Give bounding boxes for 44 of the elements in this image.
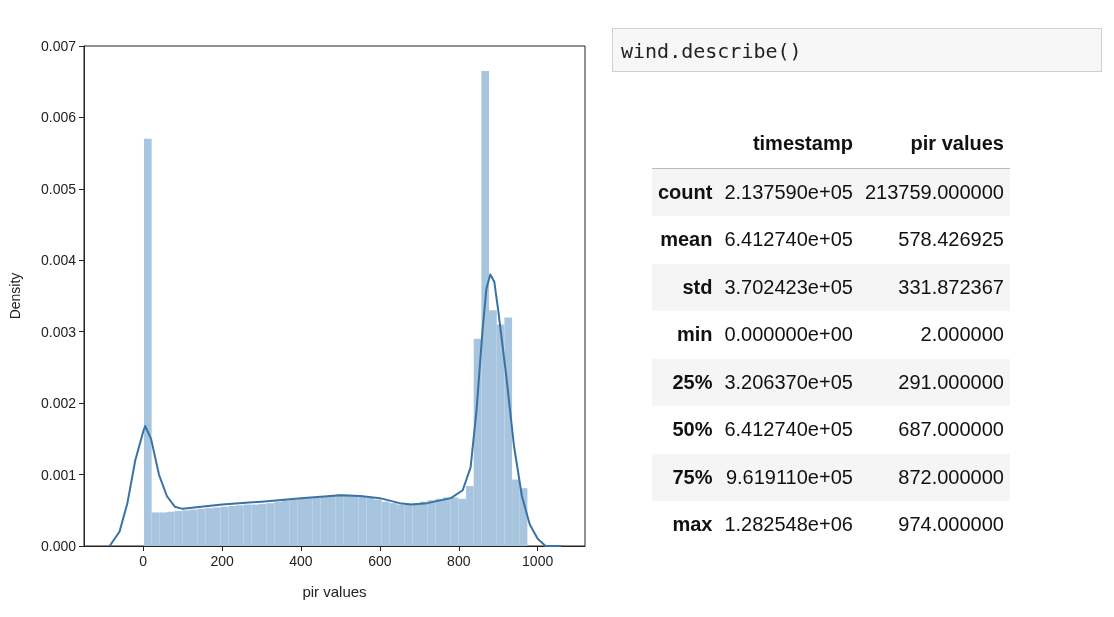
- text: 3.206370e+05: [724, 370, 853, 393]
- line-series: [108, 273, 563, 547]
- y-tick-label: 0.003: [40, 323, 77, 340]
- y-axis-title: Density: [7, 272, 23, 320]
- y-tick-label: 0.005: [40, 180, 77, 197]
- text: 578.426925: [898, 228, 1004, 251]
- x-tick-label: 1000: [522, 553, 554, 569]
- text: 291.000000: [898, 370, 1004, 393]
- category-label: mean: [660, 228, 713, 251]
- text: 9.619110e+05: [725, 465, 853, 488]
- text: 331.872367: [898, 275, 1004, 298]
- text: 687.000000: [898, 418, 1004, 441]
- x-tick-label: 0: [139, 553, 148, 569]
- text: 6.412740e+05: [724, 418, 853, 441]
- x-tick-label: 800: [447, 553, 471, 569]
- category-label: 50%: [672, 418, 713, 441]
- text: 872.000000: [898, 465, 1004, 488]
- category-label: count: [658, 180, 713, 203]
- category-label: timestamp: [718, 120, 859, 168]
- x-tick-label: 600: [368, 553, 392, 569]
- text: 2.137590e+05: [724, 180, 853, 203]
- category-label: 25%: [672, 370, 713, 393]
- category-label: max: [672, 513, 713, 536]
- text: 1.282548e+06: [724, 513, 853, 536]
- category-label: 75%: [672, 465, 713, 488]
- text: 6.412740e+05: [724, 228, 853, 251]
- text: 3.702423e+05: [724, 275, 853, 298]
- text: 0.000000e+00: [724, 323, 853, 346]
- x-tick-label: 400: [289, 553, 313, 569]
- category-label: pir values: [858, 120, 1010, 168]
- category-label: min: [676, 323, 713, 346]
- x-axis-title: pir values: [302, 583, 367, 600]
- y-tick-label: 0.006: [40, 109, 77, 126]
- text: 213759.000000: [864, 180, 1004, 203]
- y-tick-label: 0.001: [40, 466, 77, 483]
- y-tick-label: 0.007: [40, 38, 77, 54]
- category-label: std: [682, 275, 713, 298]
- text: 2.000000: [920, 323, 1004, 346]
- y-tick-label: 0.000: [40, 538, 77, 554]
- y-tick-label: 0.002: [40, 395, 77, 412]
- x-tick-label: 200: [210, 553, 234, 569]
- text: 974.000000: [898, 513, 1004, 536]
- y-tick-label: 0.004: [40, 252, 77, 269]
- text: wind.describe(): [612, 28, 1102, 72]
